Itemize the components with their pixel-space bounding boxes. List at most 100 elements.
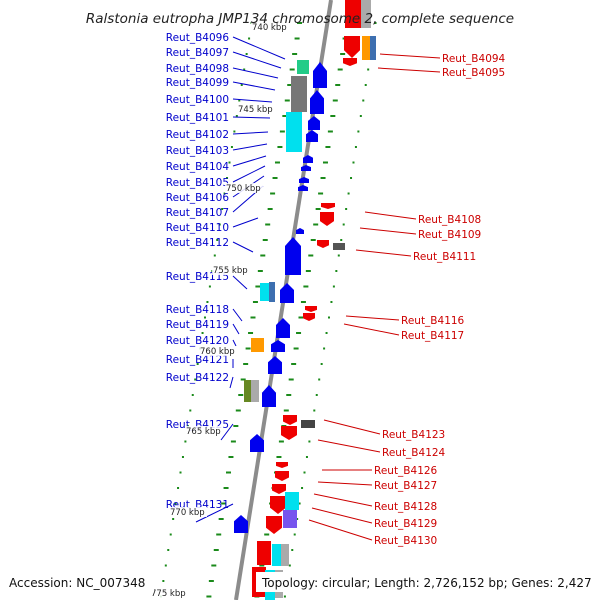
tick-mark — [315, 394, 318, 396]
tick-mark — [296, 518, 299, 520]
gene-label-reverse[interactable]: Reut_B4122 — [166, 372, 229, 384]
gene-block — [281, 544, 289, 566]
tick-mark — [240, 378, 246, 381]
leader-line — [345, 315, 400, 321]
tick-mark — [284, 99, 290, 102]
gene-label-reverse[interactable]: Reut_B4110 — [166, 222, 229, 234]
gene-label-forward[interactable]: Reut_B4126 — [374, 465, 438, 477]
gene-arrow-forward — [283, 415, 297, 425]
gene-label-reverse[interactable]: Reut_B4120 — [166, 335, 229, 347]
tick-mark — [206, 301, 209, 303]
footer-topology-bg — [256, 572, 596, 592]
tick-mark — [296, 332, 302, 334]
gene-label-reverse[interactable]: Reut_B4103 — [166, 145, 229, 157]
gene-block — [361, 0, 371, 28]
footer-accession-bg — [4, 572, 154, 592]
gene-label-forward[interactable]: Reut_B4095 — [442, 67, 505, 79]
tick-mark — [262, 239, 268, 241]
tick-mark — [337, 68, 343, 71]
leader-line — [364, 211, 417, 220]
tick-mark — [218, 518, 224, 520]
gene-label-forward[interactable]: Reut_B4124 — [382, 447, 446, 459]
leader-line — [232, 323, 240, 335]
leader-line — [220, 423, 234, 441]
tick-mark — [320, 363, 323, 365]
kbp-label: 750 kbp — [226, 184, 261, 194]
gene-label-reverse[interactable]: Reut_B4119 — [166, 319, 229, 331]
tick-mark — [277, 146, 283, 148]
tick-mark — [250, 316, 256, 319]
tick-mark — [301, 487, 304, 489]
tick-mark — [265, 223, 271, 226]
kbp-label-bg — [169, 507, 207, 517]
tick-mark — [300, 301, 306, 303]
tick-mark — [325, 146, 331, 148]
gene-arrow-forward — [275, 471, 289, 481]
gene-label-reverse[interactable]: Reut_B4106 — [166, 192, 230, 204]
tick-mark — [206, 595, 212, 598]
tick-mark — [213, 549, 219, 551]
leader-line — [379, 53, 441, 59]
gene-label-forward[interactable]: Reut_B4130 — [374, 535, 437, 547]
tick-mark — [298, 502, 301, 505]
gene-label-reverse[interactable]: Reut_B4121 — [166, 354, 229, 366]
gene-label-reverse[interactable]: Reut_B4099 — [166, 77, 229, 89]
leader-line — [232, 241, 254, 253]
tick-mark — [292, 53, 298, 55]
gene-label-reverse[interactable]: Reut_B4096 — [166, 32, 230, 44]
gene-arrow-forward — [317, 240, 329, 248]
gene-label-reverse[interactable]: Reut_B4105 — [166, 177, 229, 189]
tick-mark — [181, 456, 184, 458]
tick-mark — [238, 394, 244, 396]
tick-mark — [305, 456, 308, 458]
gene-label-reverse[interactable]: Reut_B4118 — [166, 304, 229, 316]
gene-label-forward[interactable]: Reut_B4128 — [374, 501, 437, 513]
gene-block — [260, 283, 269, 301]
tick-mark — [252, 301, 258, 303]
gene-arrow-reverse — [310, 90, 324, 114]
gene-block — [257, 541, 271, 565]
leader-line — [232, 131, 269, 135]
tick-mark — [208, 580, 214, 582]
tick-mark — [287, 84, 293, 86]
leader-line — [311, 507, 373, 524]
gene-block — [269, 282, 275, 302]
gene-label-forward[interactable]: Reut_B4109 — [418, 229, 481, 241]
gene-label-forward[interactable]: Reut_B4094 — [442, 53, 506, 65]
gene-label-reverse[interactable]: Reut_B4101 — [166, 112, 229, 124]
gene-label-reverse[interactable]: Reut_B4104 — [166, 161, 230, 173]
tick-mark — [323, 347, 326, 350]
gene-label-forward[interactable]: Reut_B4129 — [374, 518, 437, 530]
gene-label-reverse[interactable]: Reut_B4097 — [166, 47, 229, 59]
kbp-label: 775 kbp — [151, 589, 186, 599]
gene-block — [301, 420, 315, 428]
tick-mark — [235, 115, 238, 117]
tick-mark — [291, 549, 294, 551]
gene-label-forward[interactable]: Reut_B4111 — [413, 251, 476, 263]
gene-block — [370, 36, 376, 60]
tick-mark — [278, 440, 284, 443]
leader-line — [232, 339, 237, 347]
tick-mark — [345, 208, 348, 210]
gene-label-forward[interactable]: Reut_B4117 — [401, 330, 464, 342]
gene-label-reverse[interactable]: Reut_B4100 — [166, 94, 229, 106]
gene-arrow-reverse — [250, 434, 264, 452]
gene-label-forward[interactable]: Reut_B4108 — [418, 214, 481, 226]
gene-label-forward[interactable]: Reut_B4127 — [374, 480, 437, 492]
gene-label-reverse[interactable]: Reut_B4107 — [166, 207, 229, 219]
gene-label-reverse[interactable]: Reut_B4098 — [166, 63, 229, 75]
gene-arrow-forward — [272, 484, 286, 494]
tick-mark — [340, 53, 346, 55]
leader-line — [232, 143, 268, 151]
gene-label-reverse[interactable]: Reut_B4112 — [166, 237, 229, 249]
tick-mark — [216, 533, 222, 536]
tick-mark — [238, 99, 241, 102]
gene-label-forward[interactable]: Reut_B4116 — [401, 315, 465, 327]
kbp-label-bg — [185, 426, 223, 436]
gene-label-forward[interactable]: Reut_B4123 — [382, 429, 445, 441]
gene-label-reverse[interactable]: Reut_B4102 — [166, 129, 229, 141]
gene-arrow-forward — [305, 306, 317, 312]
tick-mark — [335, 84, 341, 86]
leader-line — [317, 439, 381, 453]
leader-line — [232, 116, 271, 119]
